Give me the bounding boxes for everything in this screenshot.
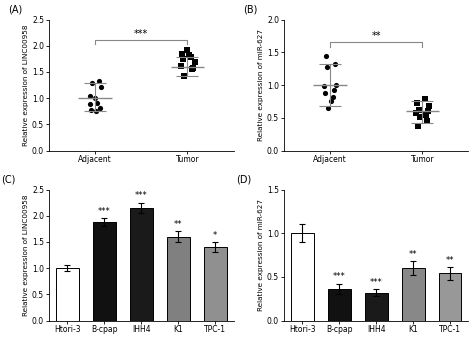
Point (177, 63, 185, 68)
Point (330, 88, 337, 93)
Point (322, 53, 330, 59)
Bar (291, 233, 314, 321)
Point (329, 94, 337, 100)
Point (185, 52, 193, 58)
Bar (438, 273, 461, 321)
Text: ***: *** (98, 207, 111, 216)
Bar (130, 208, 153, 321)
Point (180, 73, 188, 79)
Point (322, 90, 329, 96)
Point (421, 97, 429, 102)
Text: **: ** (446, 256, 454, 265)
Bar (56, 268, 79, 321)
Point (188, 67, 196, 72)
Point (327, 99, 335, 104)
Point (424, 108, 432, 114)
Text: **: ** (409, 250, 417, 258)
Point (95, 79, 102, 84)
Point (86, 102, 93, 107)
Text: (D): (D) (236, 175, 251, 185)
Bar (365, 293, 388, 321)
Point (412, 110, 419, 115)
Bar (328, 289, 351, 321)
Point (331, 61, 338, 67)
Y-axis label: Relative expression of LINC00958: Relative expression of LINC00958 (23, 194, 29, 316)
Text: **: ** (372, 31, 381, 41)
Point (191, 60, 199, 65)
Point (189, 65, 197, 70)
Text: ***: *** (370, 277, 383, 287)
Point (97, 84, 104, 89)
Bar (93, 222, 116, 321)
Text: ***: *** (333, 272, 346, 281)
Point (422, 112, 430, 117)
Point (93, 101, 101, 106)
Point (92, 108, 100, 114)
Y-axis label: Relative expression of miR-627: Relative expression of miR-627 (258, 29, 264, 141)
Bar (401, 268, 425, 321)
Point (91, 96, 99, 101)
Point (183, 47, 191, 53)
Point (415, 107, 422, 113)
Text: (B): (B) (243, 5, 258, 15)
Point (87, 93, 94, 98)
Point (179, 56, 187, 62)
Bar (167, 237, 190, 321)
Point (178, 51, 186, 56)
Point (425, 103, 433, 109)
Y-axis label: Relative expression of miR-627: Relative expression of miR-627 (258, 199, 264, 311)
Bar (204, 247, 227, 321)
Point (324, 105, 332, 111)
Text: ***: *** (134, 30, 148, 39)
Point (323, 64, 331, 69)
Y-axis label: Relative expression of LINC00958: Relative expression of LINC00958 (23, 24, 29, 146)
Point (414, 123, 421, 129)
Point (88, 107, 95, 113)
Point (423, 118, 431, 124)
Point (416, 114, 423, 119)
Point (332, 82, 339, 88)
Text: (C): (C) (1, 175, 15, 185)
Text: *: * (213, 231, 217, 240)
Text: **: ** (174, 220, 182, 229)
Point (96, 105, 103, 110)
Point (89, 81, 96, 86)
Point (413, 101, 420, 106)
Point (321, 84, 328, 89)
Point (187, 54, 195, 60)
Text: (A): (A) (9, 5, 23, 15)
Text: ***: *** (135, 191, 147, 200)
